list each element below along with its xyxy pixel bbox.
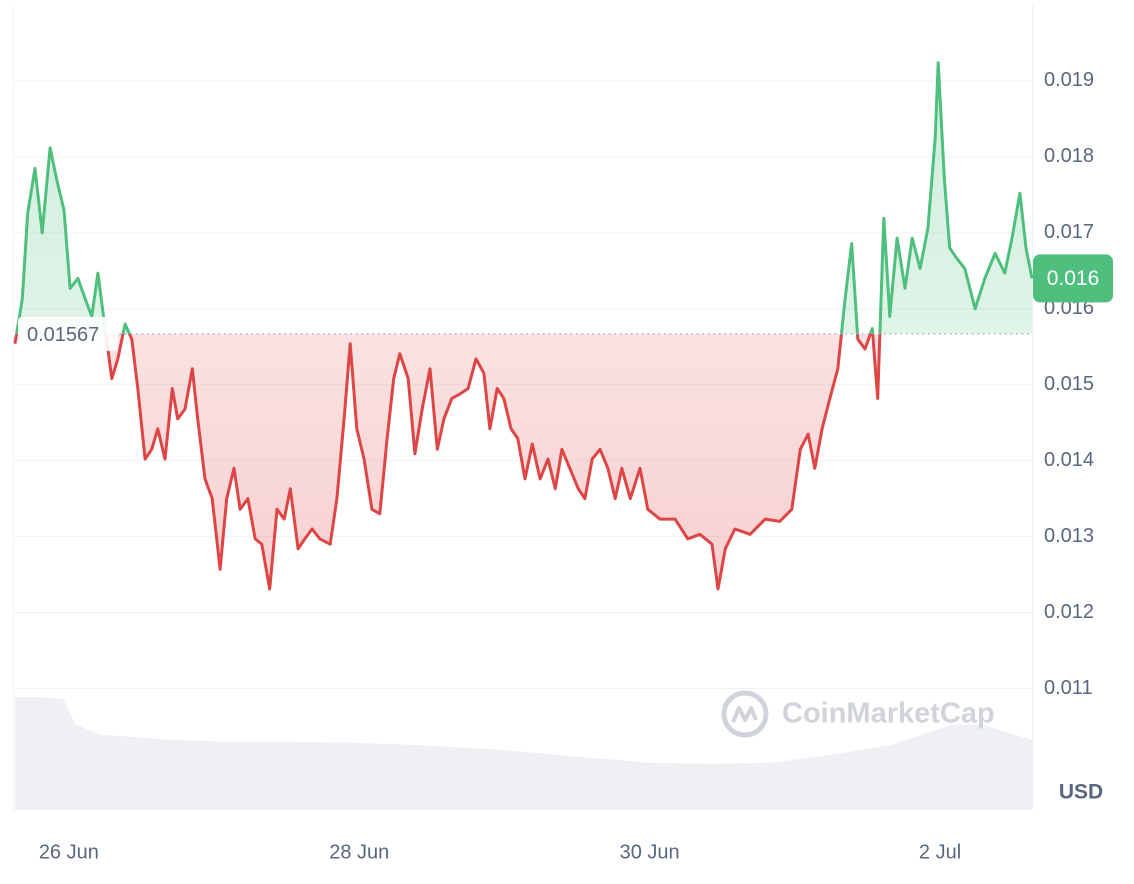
volume-area <box>15 697 1032 810</box>
y-tick-label: 0.017 <box>1044 221 1094 243</box>
price-line-up <box>15 61 1034 334</box>
currency: USD <box>1059 781 1103 804</box>
watermark-logo-mark <box>731 706 758 723</box>
price-line-down <box>13 333 882 591</box>
x-tick-label: 30 Jun <box>620 841 680 863</box>
y-tick-label: 0.015 <box>1044 373 1094 395</box>
y-tick-label: 0.014 <box>1044 449 1094 471</box>
watermark-text: CoinMarketCap <box>782 698 995 730</box>
y-tick-label: 0.018 <box>1044 145 1094 167</box>
current-price-badge <box>1033 254 1113 303</box>
watermark-logo <box>721 690 769 738</box>
y-tick-label: 0.019 <box>1044 69 1094 91</box>
baseline-label: 0.01567 <box>27 324 99 346</box>
area-up <box>16 62 1032 334</box>
x-tick-label: 26 Jun <box>39 841 99 863</box>
watermark: CoinMarketCap <box>721 690 995 738</box>
y-tick-label: 0.012 <box>1044 601 1094 623</box>
x-tick-label: 28 Jun <box>329 841 389 863</box>
y-tick-label: 0.013 <box>1044 525 1094 547</box>
y-tick-label: 0.011 <box>1044 677 1093 699</box>
area-down <box>15 333 1032 589</box>
y-tick-label: 0.016 <box>1044 297 1094 319</box>
baseline-label-box <box>18 316 118 351</box>
x-tick-label: 2 Jul <box>919 841 961 863</box>
current-price-label: 0.016 <box>1047 267 1100 290</box>
